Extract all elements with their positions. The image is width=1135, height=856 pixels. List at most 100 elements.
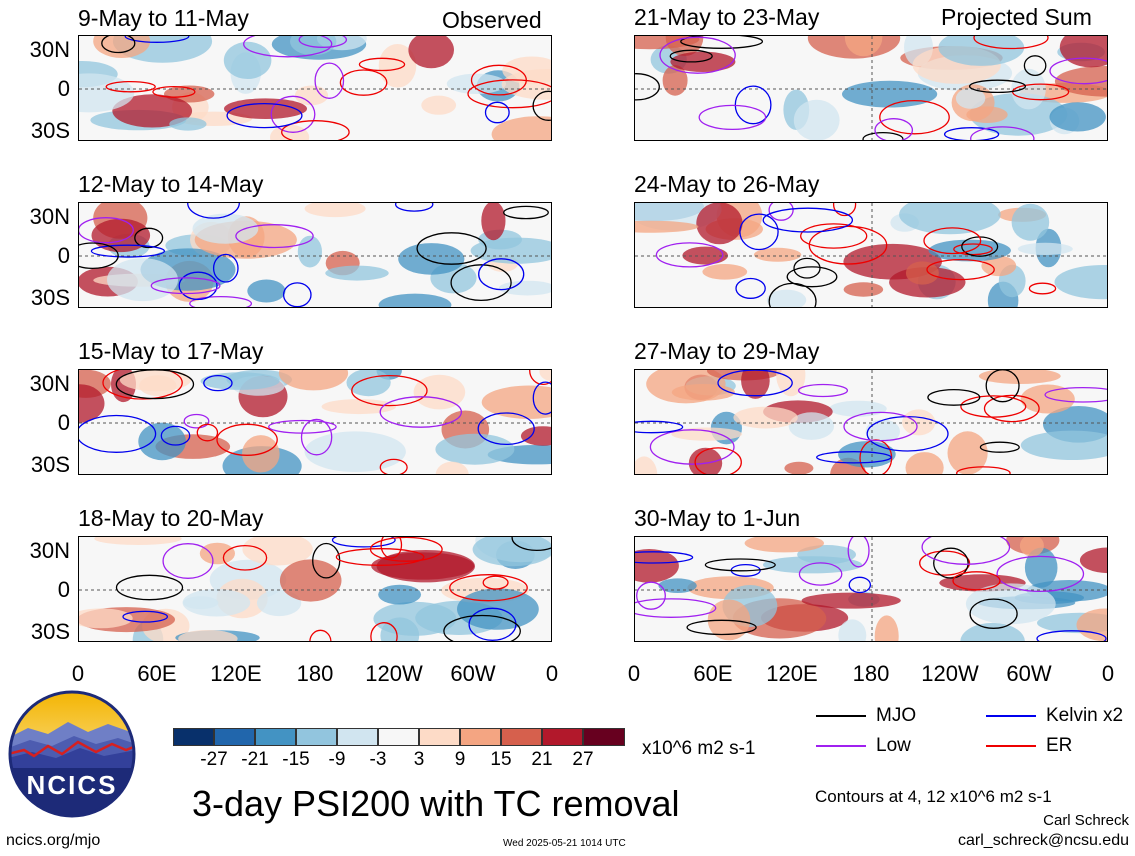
- contour-line: [532, 90, 551, 121]
- contour-line: [927, 388, 981, 406]
- timestamp: Wed 2025-05-21 1014 UTC: [503, 838, 626, 849]
- anomaly-region: [829, 400, 887, 417]
- colorbar-box: [460, 728, 501, 746]
- contour-line: [235, 224, 314, 249]
- contour-line: [477, 412, 535, 446]
- map-panel-observed-1: [78, 35, 552, 141]
- lat-label: 30N: [29, 37, 70, 62]
- contour-line: [282, 282, 312, 307]
- anomaly-region: [671, 384, 735, 401]
- contour-line: [698, 104, 767, 131]
- panel-title-left-1: 9-May to 11-May: [78, 5, 249, 31]
- anomaly-region: [696, 203, 743, 245]
- lat-label: 30S: [30, 118, 70, 143]
- contour-line: [503, 205, 549, 220]
- anomaly-region: [498, 280, 551, 296]
- colorbar-box: [173, 728, 214, 746]
- anomaly-region: [199, 542, 235, 565]
- contour-line: [808, 225, 888, 265]
- anomaly-region: [247, 279, 286, 303]
- anomaly-region: [1020, 430, 1107, 460]
- colorbar-box: [255, 728, 296, 746]
- contour-line: [226, 102, 303, 129]
- colorbar-tick-label: -27: [200, 749, 228, 770]
- anomaly-region: [539, 370, 551, 382]
- contour-line: [973, 36, 1049, 50]
- contour-line: [150, 277, 221, 295]
- anomaly-region: [378, 44, 417, 88]
- lon-label: 120W: [365, 661, 423, 686]
- contour-line: [79, 414, 157, 453]
- contour-line: [874, 118, 914, 140]
- contour-line: [529, 370, 551, 386]
- contour-line: [786, 266, 838, 288]
- anomaly-region: [955, 88, 986, 109]
- contour-line: [1049, 57, 1107, 85]
- anomaly-region: [79, 73, 135, 113]
- contour-line: [478, 258, 525, 291]
- contour-line: [969, 598, 1018, 629]
- author-email[interactable]: carl_schreck@ncsu.edu: [958, 832, 1129, 849]
- map-anomaly-field: [635, 537, 1107, 641]
- colorbar-tick-label: 21: [531, 749, 553, 770]
- anomaly-region: [79, 608, 133, 629]
- contour-line: [243, 36, 333, 58]
- map-panel-projected-4: [634, 536, 1108, 642]
- colorbar-tick-label: 9: [454, 749, 466, 770]
- lon-label: 0: [545, 661, 559, 686]
- site-url[interactable]: ncics.org/mjo: [6, 832, 101, 849]
- anomaly-region: [842, 80, 938, 108]
- anomaly-region: [223, 41, 272, 79]
- contour-line: [394, 203, 434, 212]
- contour-line: [443, 614, 521, 641]
- anomaly-region: [119, 370, 192, 392]
- contour-line: [484, 101, 510, 124]
- contour-line: [335, 548, 425, 566]
- lat-label: 30N: [29, 538, 70, 563]
- anomaly-region: [671, 427, 743, 441]
- anomaly-region: [1079, 547, 1107, 574]
- contour-line: [943, 127, 1000, 140]
- anomaly-region: [1049, 102, 1106, 132]
- map-anomaly-field: [79, 537, 551, 641]
- anomaly-region: [520, 426, 551, 446]
- anomaly-region: [1017, 242, 1073, 255]
- contour-line: [162, 543, 214, 579]
- contour-line: [178, 271, 218, 301]
- contour-line: [416, 232, 487, 265]
- contour-line: [635, 598, 717, 618]
- contour-line: [358, 57, 406, 72]
- colorbar-units: x10^6 m2 s-1: [642, 738, 756, 759]
- lon-label: 60W: [450, 661, 496, 686]
- lat-label: 30S: [30, 619, 70, 644]
- contour-line: [115, 574, 184, 601]
- contour-line: [105, 80, 156, 93]
- contour-line: [281, 120, 350, 140]
- anomaly-region: [169, 117, 207, 131]
- panel-title-right-1: 21-May to 23-May: [634, 4, 820, 30]
- legend-line-kelvin: [986, 715, 1036, 717]
- contour-line: [635, 420, 684, 434]
- contour-line: [482, 575, 509, 590]
- lat-label: 30S: [30, 285, 70, 310]
- contour-line: [762, 207, 854, 233]
- contour-line: [1028, 282, 1057, 295]
- contour-line: [952, 571, 1001, 591]
- contour-line: [735, 277, 766, 299]
- contour-line: [970, 126, 1035, 140]
- lon-label: 180: [296, 661, 334, 686]
- author-name: Carl Schreck: [1043, 812, 1129, 829]
- contour-line: [212, 253, 239, 283]
- contour-line: [196, 423, 219, 442]
- colorbar-box: [296, 728, 337, 746]
- contour-line: [268, 419, 337, 434]
- anomaly-region: [1076, 608, 1107, 641]
- contour-line: [635, 551, 694, 564]
- contour-line: [298, 36, 348, 48]
- lon-label: 60E: [693, 661, 733, 686]
- anomaly-region: [200, 372, 280, 390]
- contour-line: [985, 370, 1020, 403]
- main-title: 3-day PSI200 with TC removal: [192, 783, 680, 824]
- lon-label: 180: [852, 661, 890, 686]
- colorbar-box: [501, 728, 542, 746]
